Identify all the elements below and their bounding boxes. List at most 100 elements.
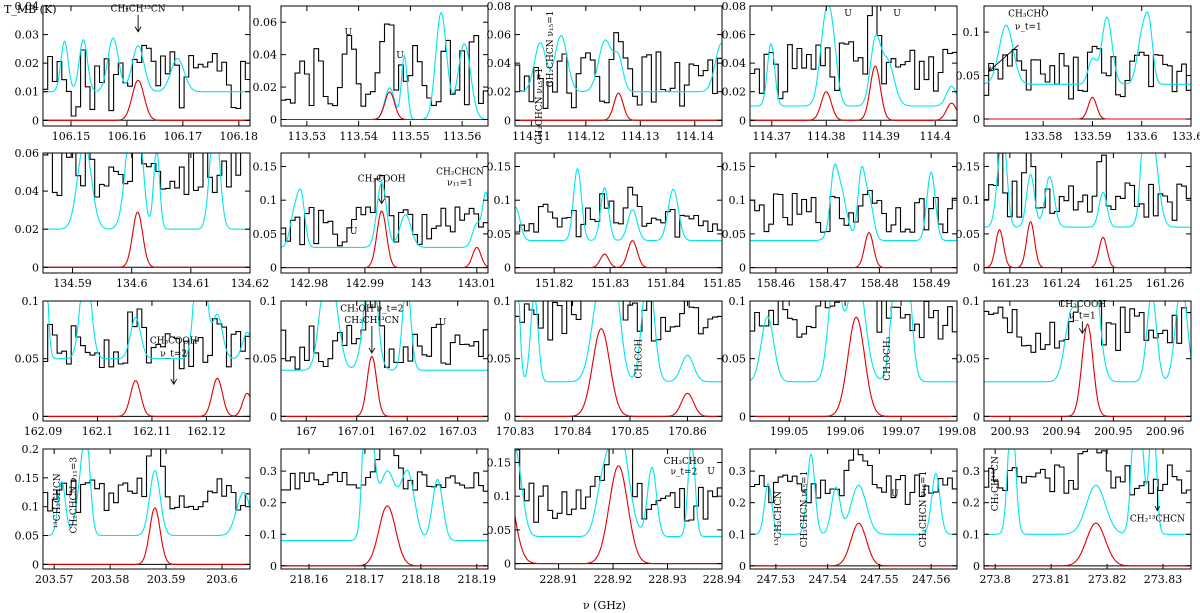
line-annotation: U — [350, 227, 358, 237]
panel-plot-area — [984, 11, 1191, 120]
panel-frame — [749, 448, 958, 570]
panel-plot-area — [515, 168, 722, 269]
y-tick-label: 0.15 — [722, 160, 747, 173]
x-tick-label: 161.23 — [991, 277, 1030, 290]
y-tick-label: 0 — [32, 114, 39, 127]
y-tick-label: 0.15 — [487, 456, 512, 469]
panel-plot-area — [984, 449, 1191, 567]
panel-plot-area — [281, 449, 488, 567]
y-tick-label: 0.04 — [487, 57, 512, 70]
panel-frame — [42, 448, 251, 570]
line-annotation: CH₃CCH — [635, 339, 645, 379]
y-tick-label: 0.05 — [956, 70, 981, 83]
x-tick-label: 161.25 — [1094, 277, 1133, 290]
line-annotation: ν_t=2 — [670, 468, 697, 478]
y-tick-label: 0.15 — [15, 472, 40, 485]
panel-3: 114.11 114.12 114.13 114.14 0 0.02 0.04 0.06 0.0… — [487, 0, 723, 144]
observed-spectrum — [515, 449, 722, 523]
y-tick-label: 0 — [504, 114, 511, 127]
line-annotation: U — [891, 489, 899, 499]
x-tick-label: 133.58 — [1024, 130, 1063, 143]
line-annotation: U — [396, 51, 404, 61]
y-tick-label: 0.04 — [15, 0, 40, 13]
line-annotation: ν_t=1 — [1069, 311, 1096, 321]
model-total-curve — [984, 11, 1191, 85]
x-tick-label: 247.53 — [757, 573, 796, 586]
y-tick-label: 0.1 — [260, 295, 278, 308]
panel-2: 113.53 113.54 113.55 113.56 0 0.02 0.04 0.06 U U — [253, 5, 489, 143]
model-total-curve — [43, 301, 250, 360]
observed-spectrum — [984, 153, 1191, 221]
annotation-arrowhead — [134, 26, 142, 33]
x-tick-label: 151.82 — [535, 277, 574, 290]
line-annotation: CH₂CH¹³CN — [111, 5, 166, 15]
x-tick-label: 228.91 — [539, 573, 578, 586]
x-tick-label: 158.46 — [757, 277, 796, 290]
line-annotation: ¹³CH₂CHCN — [774, 491, 784, 546]
model-total-curve — [515, 35, 722, 93]
x-tick-label: 247.55 — [860, 573, 899, 586]
observed-spectrum — [281, 301, 488, 370]
panel-plot-area — [43, 37, 250, 121]
observed-spectrum — [515, 301, 722, 342]
panel-frame — [983, 448, 1192, 570]
model-total-curve — [515, 449, 722, 538]
x-tick-label: 151.85 — [703, 277, 742, 290]
observed-spectrum — [984, 301, 1191, 353]
panel-17: 218.16 218.17 218.18 218.19 0 0.1 0.2 0.3 — [260, 448, 496, 586]
x-tick-label: 133.59 — [1073, 130, 1112, 143]
y-tick-label: 0.05 — [15, 530, 40, 543]
y-tick-label: 0.04 — [722, 57, 747, 70]
observed-spectrum — [750, 449, 957, 505]
x-tick-label: 158.47 — [808, 277, 847, 290]
panel-plot-area — [43, 301, 250, 417]
model-species-curve — [515, 92, 722, 121]
x-tick-label: 167.01 — [337, 425, 376, 438]
panel-frame — [749, 152, 958, 274]
x-tick-label: 114.38 — [807, 130, 846, 143]
model-species-curve — [515, 240, 722, 269]
x-tick-label: 203.58 — [91, 573, 130, 586]
model-species-curve — [43, 507, 250, 565]
model-species-curve — [43, 377, 250, 417]
x-tick-label: 162.09 — [24, 425, 63, 438]
annotation-arrowhead — [988, 66, 994, 72]
x-tick-label: 247.54 — [808, 573, 847, 586]
line-annotation: CH₂CHCN ν₁₅=1 — [800, 471, 810, 548]
panel-18: 228.91 228.92 228.93 228.94 0 0.05 0.1 0.15 CH₃C… — [487, 448, 741, 586]
line-annotation: ¹³CH₂CHCN — [53, 473, 63, 528]
y-tick-label: 0.02 — [15, 223, 40, 236]
observed-spectrum — [750, 6, 957, 100]
panel-plot-area — [750, 301, 957, 417]
x-tick-label: 199.08 — [938, 425, 977, 438]
model-species-curve — [750, 316, 957, 417]
line-annotation: CH₂CHCN ν₁₅=1 — [546, 11, 556, 88]
panel-frame — [514, 448, 723, 570]
x-tick-label: 114.14 — [676, 130, 715, 143]
line-annotation: CH₂CHCN ν₁₁=3 — [70, 457, 80, 534]
x-tick-label: 114.11 — [512, 130, 551, 143]
y-tick-label: 0.2 — [729, 497, 747, 510]
y-tick-label: 0.05 — [956, 353, 981, 366]
y-tick-label: 0 — [973, 113, 980, 126]
x-tick-label: 113.54 — [339, 130, 378, 143]
model-total-curve — [43, 37, 250, 93]
panel-frame — [749, 300, 958, 422]
model-total-curve — [515, 301, 722, 383]
panel-frame — [42, 300, 251, 422]
annotation-arrowhead — [378, 198, 386, 205]
line-annotation: ν_t=2 — [160, 349, 187, 359]
y-tick-label: 0.2 — [260, 497, 278, 510]
model-total-curve — [750, 301, 957, 383]
line-annotation: U — [893, 9, 901, 19]
x-tick-label: 170.84 — [553, 425, 592, 438]
y-tick-label: 0 — [973, 560, 980, 573]
panel-10: 161.23 161.24 161.25 161.26 0 0.05 0.1 0.15 — [956, 152, 1192, 290]
panel-frame — [514, 300, 723, 422]
x-tick-label: 142.98 — [290, 277, 329, 290]
observed-spectrum — [750, 189, 957, 234]
panel-frame — [280, 448, 489, 570]
y-tick-label: 0.1 — [963, 194, 981, 207]
panel-9: 158.46 158.47 158.48 158.49 0 0.05 0.1 0.15 — [722, 152, 958, 290]
panel-plot-area — [750, 449, 957, 567]
